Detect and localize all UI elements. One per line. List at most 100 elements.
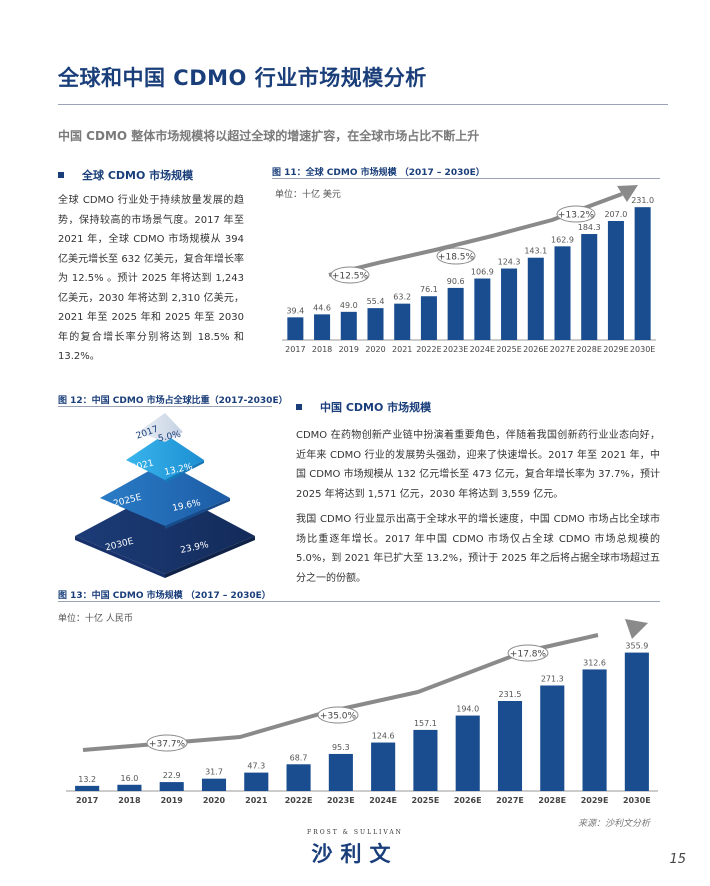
category-label: 2017	[76, 796, 98, 805]
title-divider	[58, 104, 668, 105]
bar	[582, 669, 607, 791]
fig13-chart: +37.7% +35.0% +17.8% 13.2 2017 16.0 2018 22.9 2…	[66, 619, 658, 805]
bar-value-label: 207.0	[604, 210, 627, 219]
category-label: 2028E	[577, 345, 602, 354]
category-label: 2019	[161, 796, 184, 805]
bar-value-label: 157.1	[414, 719, 437, 728]
bar	[75, 785, 100, 791]
category-label: 2022E	[416, 345, 441, 354]
bar	[420, 296, 437, 340]
bar-value-label: 231.0	[631, 196, 654, 205]
category-label: 2021	[392, 345, 412, 354]
cagr-badge	[330, 266, 370, 284]
cagr-badge	[317, 706, 359, 724]
bar	[244, 772, 269, 791]
page-number: 15	[669, 852, 686, 867]
category-label: 2020	[203, 796, 226, 805]
bar	[286, 764, 311, 791]
china-heading-text: 中国 CDMO 市场规模	[320, 401, 432, 414]
bar	[607, 220, 624, 340]
pyramid-share-label: 5.0%	[157, 430, 182, 445]
pyramid-tier-2025	[100, 462, 230, 529]
bar-value-label: 184.3	[578, 223, 601, 232]
china-section-heading: 中国 CDMO 市场规模	[296, 399, 431, 415]
bar-value-label: 355.9	[625, 642, 648, 651]
category-label: 2022E	[285, 796, 313, 805]
page-subtitle: 中国 CDMO 整体市场规模将以超过全球的增速扩容，在全球市场占比不断上升	[58, 129, 480, 143]
fig13-title: 图 13：中国 CDMO 市场规模 （2017 – 2030E）	[58, 591, 271, 601]
bar-value-label: 31.7	[205, 768, 223, 777]
pyramid-year-label: 2017	[135, 425, 160, 442]
category-label: 2029E	[581, 796, 609, 805]
bar-value-label: 22.9	[163, 771, 181, 780]
category-label: 2020	[365, 345, 385, 354]
cagr-label: +37.7%	[149, 740, 186, 750]
bar-value-label: 106.9	[471, 268, 494, 277]
cagr-badge	[507, 644, 549, 662]
cagr-badge	[146, 734, 188, 752]
bar-value-label: 13.2	[78, 775, 96, 784]
source-note: 来源：沙利文分析	[577, 819, 650, 829]
bar	[159, 782, 184, 791]
fig11-rule	[272, 178, 660, 179]
bar-value-label: 271.3	[541, 674, 564, 683]
logo-chinese: 沙利文	[311, 842, 399, 866]
pyramid-tier-2021	[126, 434, 204, 483]
category-label: 2023E	[443, 345, 468, 354]
bar-value-label: 16.0	[121, 774, 139, 783]
cagr-label: +12.5%	[332, 272, 369, 282]
category-label: 2025E	[412, 796, 440, 805]
bar	[371, 742, 396, 791]
category-label: 2024E	[470, 345, 495, 354]
category-label: 2018	[312, 345, 332, 354]
bar-value-label: 124.6	[372, 732, 395, 741]
cagr-label: +13.2%	[558, 211, 595, 221]
bar	[340, 311, 357, 340]
bar	[367, 308, 384, 340]
bar	[581, 234, 598, 340]
bar-value-label: 39.4	[286, 306, 304, 315]
bullet-icon	[296, 404, 302, 410]
bar	[201, 778, 227, 791]
fig13-unit: 单位：十亿 人民币	[58, 614, 133, 624]
bar	[413, 729, 438, 791]
bar-value-label: 124.3	[498, 258, 521, 267]
page-title: 全球和中国 CDMO 行业市场规模分析	[58, 66, 427, 90]
bar-value-label: 90.6	[447, 277, 465, 286]
global-section-paragraph: 全球 CDMO 行业处于持续放量发展的趋势，保持较高的市场景气度。2017 年至…	[58, 195, 244, 362]
china-section-paragraph-2: 我国 CDMO 行业显示出高于全球水平的增长速度，中国 CDMO 市场占比全球市…	[296, 514, 660, 584]
bar-value-label: 49.0	[340, 301, 358, 310]
category-label: 2026E	[523, 345, 548, 354]
bar	[394, 303, 411, 340]
bar-value-label: 194.0	[456, 705, 479, 714]
bar-value-label: 44.6	[313, 303, 331, 312]
fig11-title: 图 11：全球 CDMO 市场规模 （2017 – 2030E）	[272, 168, 485, 178]
pyramid-tier-2030	[75, 488, 255, 578]
bar-value-label: 231.5	[499, 690, 522, 699]
bar	[624, 652, 649, 791]
bar-value-label: 47.3	[247, 762, 265, 771]
arrow-head-icon	[625, 619, 648, 639]
fig12-title: 图 12：中国 CDMO 市场占全球比重（2017-2030E）	[58, 396, 288, 406]
category-label: 2025E	[496, 345, 521, 354]
category-label: 2018	[118, 796, 141, 805]
logo-wordmark: FROST & SULLIVAN	[307, 829, 403, 836]
bar-value-label: 312.6	[583, 658, 606, 667]
category-label: 2027E	[550, 345, 575, 354]
category-label: 2027E	[496, 796, 524, 805]
category-label: 2026E	[454, 796, 482, 805]
bar	[287, 317, 304, 340]
bar-value-label: 95.3	[332, 743, 350, 752]
global-heading-text: 全球 CDMO 市场规模	[82, 169, 194, 182]
bar	[554, 246, 571, 340]
bar	[328, 753, 353, 791]
category-label: 2019	[339, 345, 359, 354]
cagr-label: +35.0%	[320, 712, 357, 722]
bar-value-label: 63.2	[393, 293, 411, 302]
category-label: 2021	[245, 796, 268, 805]
bar	[501, 268, 518, 340]
category-label: 2028E	[538, 796, 566, 805]
bar	[527, 257, 544, 340]
fig12-rule	[58, 406, 272, 407]
